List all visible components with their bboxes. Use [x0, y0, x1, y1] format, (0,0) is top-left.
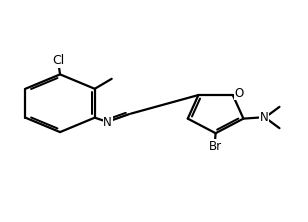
- Text: Br: Br: [209, 140, 221, 153]
- Text: Cl: Cl: [52, 54, 65, 67]
- Text: N: N: [260, 111, 269, 124]
- Text: O: O: [234, 87, 244, 100]
- Text: N: N: [103, 116, 112, 129]
